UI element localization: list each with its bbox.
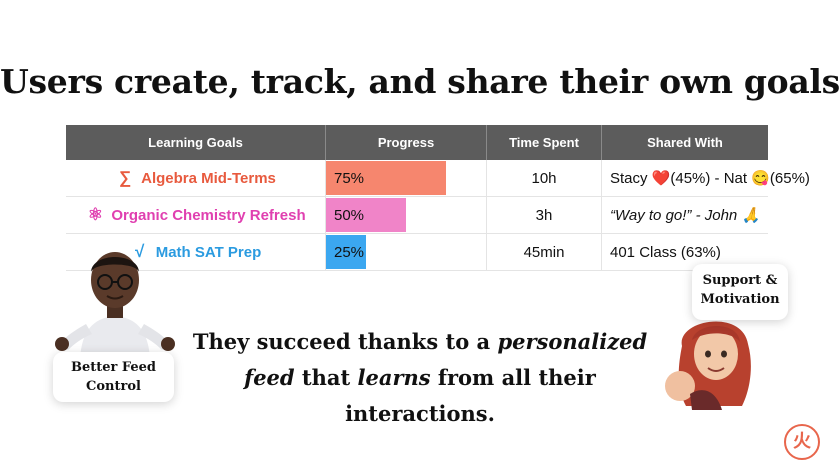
progress-bar: [326, 198, 406, 232]
goal-cell: ⚛ Organic Chemistry Refresh: [66, 196, 326, 234]
bubble-line: Better Feed: [70, 360, 157, 375]
caption-emphasis: learns: [357, 365, 431, 390]
slide-caption: They succeed thanks to a personalized fe…: [180, 324, 660, 432]
shared-with: 401 Class (63%): [601, 233, 768, 271]
progress-cell: 50%: [325, 196, 487, 234]
time-spent: 45min: [486, 233, 602, 271]
time-spent: 3h: [486, 196, 602, 234]
caption-emphasis: personalized: [497, 329, 648, 354]
caption-text: They succeed thanks to a: [192, 329, 498, 354]
progress-label: 25%: [334, 243, 365, 261]
shared-with: Stacy ❤️(45%) - Nat 😋(65%): [601, 160, 810, 197]
caption-emphasis: feed: [244, 365, 295, 390]
goal-label: Math SAT Prep: [155, 244, 262, 261]
column-header-time-spent: Time Spent: [486, 125, 602, 160]
table-row[interactable]: ∑ Algebra Mid-Terms 75% 10h Stacy ❤️(45%)…: [66, 160, 810, 197]
support-motivation-bubble: Support & Motivation: [692, 264, 788, 320]
table-header-row: Learning Goals Progress Time Spent Share…: [66, 125, 768, 160]
brand-logo-icon: 火: [784, 424, 820, 460]
better-feed-control-bubble: Better Feed Control: [53, 352, 174, 402]
sigma-icon: ∑: [119, 168, 132, 187]
goal-cell: ∑ Algebra Mid-Terms: [66, 160, 326, 197]
progress-label: 75%: [334, 169, 365, 187]
column-header-shared-with: Shared With: [601, 125, 768, 160]
caption-text: that: [294, 365, 358, 390]
table-row[interactable]: ⚛ Organic Chemistry Refresh 50% 3h “Way t…: [66, 196, 768, 234]
goal-label: Algebra Mid-Terms: [141, 170, 276, 187]
meditating-avatar: [55, 252, 175, 358]
caption-text: interactions.: [345, 401, 495, 426]
bubble-line: Motivation: [700, 292, 780, 307]
caption-text: from all their: [430, 365, 596, 390]
bubble-line: Control: [86, 379, 141, 394]
progress-label: 50%: [334, 206, 365, 224]
progress-bar: [326, 161, 446, 195]
goal-label: Organic Chemistry Refresh: [111, 207, 306, 224]
progress-bar: [326, 235, 366, 269]
column-header-progress: Progress: [325, 125, 487, 160]
column-header-learning-goals: Learning Goals: [66, 125, 326, 160]
progress-cell: 25%: [325, 233, 487, 271]
slide-title: Users create, track, and share their own…: [0, 62, 840, 101]
learning-goals-table: Learning Goals Progress Time Spent Share…: [66, 125, 810, 271]
shared-with: “Way to go!” - John 🙏: [601, 196, 768, 234]
atom-icon: ⚛: [87, 205, 103, 224]
square-root-icon: √: [135, 242, 145, 261]
time-spent: 10h: [486, 160, 602, 197]
progress-cell: 75%: [325, 160, 487, 197]
table-row[interactable]: √ Math SAT Prep 25% 45min 401 Class (63%): [66, 233, 768, 271]
woman-avatar: [665, 321, 751, 410]
bubble-line: Support &: [702, 273, 778, 288]
